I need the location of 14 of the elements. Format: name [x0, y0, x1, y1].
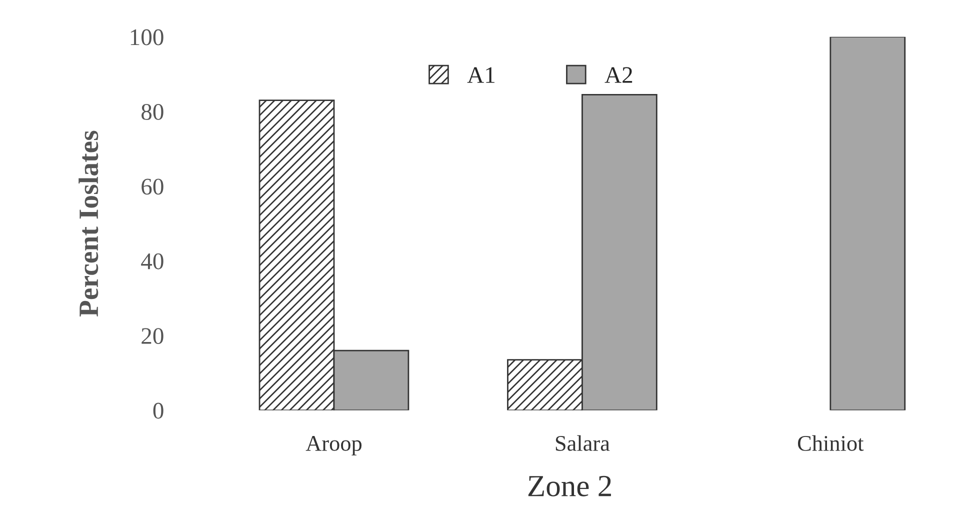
- bar: [830, 36, 906, 410]
- x-axis-title: Zone 2: [528, 476, 611, 496]
- y-tick-label: 60: [142, 178, 164, 195]
- x-tick-label: Aroop: [306, 436, 362, 456]
- y-tick-label: 40: [141, 253, 164, 270]
- legend-label: A2: [604, 67, 632, 83]
- y-tick-label: 80: [142, 104, 164, 120]
- y-tick-label: 0: [153, 402, 164, 419]
- y-axis-title: Percent Ioslates: [78, 130, 98, 317]
- x-tick-label: Chiniot: [798, 435, 864, 451]
- y-tick-label: 20: [142, 328, 164, 344]
- x-tick-label: Salara: [556, 435, 610, 451]
- legend-label: A1: [467, 67, 494, 83]
- y-tick-label: 100: [130, 29, 164, 46]
